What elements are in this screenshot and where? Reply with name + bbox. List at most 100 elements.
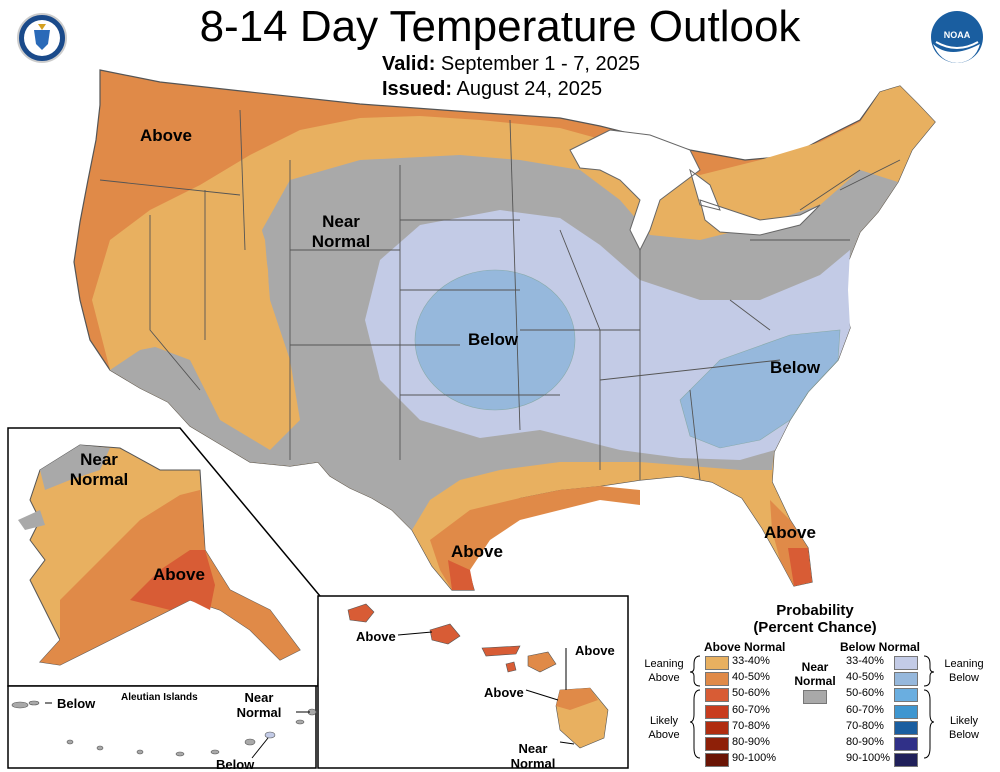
state-boundaries (99, 109, 901, 481)
valid-line: Valid: September 1 - 7, 2025 (382, 53, 640, 76)
hawaii-oahu (429, 623, 461, 645)
valid-value: September 1 - 7, 2025 (440, 53, 640, 75)
label-below-central: Below (468, 330, 519, 349)
page-title: 8-14 Day Temperature Outlook (199, 2, 801, 51)
legend-below-label-6: 90-100% (846, 752, 891, 765)
above-word: Above (648, 672, 680, 684)
legend-below-swatch-6 (894, 753, 918, 768)
below-word: Below (949, 672, 979, 684)
likely-word: Likely (949, 715, 979, 727)
alaska-near-normal (18, 445, 110, 530)
label-near-normal-alaska: Near Normal (64, 450, 134, 490)
legend-near-normal-label: Near Normal (788, 660, 842, 688)
label-below-aleutian-east: Below (216, 757, 255, 772)
legend-below-label-2: 50-60% (846, 687, 884, 700)
legend-above-swatch-5 (705, 737, 729, 751)
legend-above-label-3: 60-70% (732, 703, 770, 716)
conus-map (73, 69, 936, 591)
issued-value: August 24, 2025 (456, 78, 603, 100)
legend-below-label-1: 40-50% (846, 671, 884, 684)
legend-title-line2: (Percent Chance) (753, 619, 877, 636)
normal-word: Normal (69, 470, 129, 489)
legend-below-swatch-1 (894, 672, 918, 687)
noaa-logo-text: NOAA (943, 30, 971, 40)
legend-above-label-5: 80-90% (732, 736, 770, 748)
normal-word: Normal (510, 756, 556, 771)
legend-above-swatch-3 (705, 704, 729, 719)
legend-above-swatch-1 (705, 672, 729, 687)
legend-below-label-0: 33-40% (846, 655, 884, 667)
hawaii-kauai (347, 603, 375, 623)
conus-below-southeast (679, 329, 841, 449)
alaska-inset (7, 427, 321, 769)
label-below-southeast: Below (770, 358, 821, 377)
legend-below-brackets (923, 655, 935, 759)
legend-above-brackets (689, 655, 701, 759)
hawaii-lanai (505, 661, 517, 673)
legend-below-swatch-3 (894, 704, 918, 719)
leaning-word: Leaning (944, 658, 984, 670)
great-lakes (569, 129, 821, 252)
likely-word: Likely (649, 715, 679, 727)
leaning-word: Leaning (644, 658, 684, 670)
conus-below-central (414, 269, 576, 411)
label-below-aleutian-west: Below (57, 696, 96, 711)
legend-likely-below: Likely Below (940, 714, 988, 742)
legend-leaning-above: Leaning Above (640, 657, 688, 685)
legend-below-header: Below Normal (840, 640, 921, 654)
legend-below-swatch-2 (894, 688, 918, 703)
legend-below-swatch-4 (894, 720, 918, 735)
alaska-above-strong (130, 550, 215, 610)
legend-below-label-3: 60-70% (846, 703, 884, 716)
label-aleutian-islands: Aleutian Islands (121, 692, 198, 703)
normal-word: Normal (311, 232, 371, 251)
legend-above-swatch-2 (705, 688, 729, 703)
label-above-texas: Above (451, 542, 503, 561)
near-word: Near (80, 450, 118, 469)
legend-above-label-6: 90-100% (732, 752, 777, 765)
department-of-commerce-seal (17, 13, 67, 63)
conus-above-florida-south (788, 548, 812, 586)
issued-label: Issued: (382, 78, 453, 100)
near-word: Near (518, 741, 548, 756)
label-near-normal-conus: Near Normal (306, 212, 376, 252)
hawaii-inset (317, 595, 629, 769)
legend-near-normal-swatch (803, 690, 827, 704)
valid-label: Valid: (382, 53, 436, 75)
legend-above-label-4: 70-80% (732, 719, 770, 732)
legend-title-line1: Probability (776, 602, 854, 619)
label-near-normal-hawaii: Near Normal (508, 741, 558, 771)
label-above-northwest: Above (140, 126, 192, 145)
legend-title: Probability (Percent Chance) (740, 602, 890, 636)
label-above-alaska: Above (153, 565, 205, 584)
issued-line: Issued: August 24, 2025 (382, 78, 602, 101)
legend-below-label-5: 80-90% (846, 736, 884, 748)
legend-below-swatch-0 (894, 656, 918, 670)
label-above-hawaii-east: Above (575, 643, 615, 658)
conus-above-gulf (430, 486, 640, 590)
label-above-hawaii-central: Above (484, 685, 524, 700)
conus-above-texas-coast (448, 560, 474, 590)
legend-above-label-1: 40-50% (732, 671, 770, 684)
hawaii-maui (527, 651, 557, 673)
near-word: Near (801, 660, 829, 674)
label-above-hawaii-west: Above (356, 629, 396, 644)
normal-word: Normal (236, 705, 282, 720)
hawaii-leaders (397, 631, 575, 745)
noaa-logo (931, 11, 983, 63)
label-near-normal-aleutian: Near Normal (229, 690, 289, 720)
label-above-florida: Above (764, 523, 816, 542)
near-word: Near (244, 690, 274, 705)
aleutian-chain (11, 700, 317, 757)
above-word: Above (648, 729, 680, 741)
legend-above-label-0: 33-40% (732, 655, 770, 667)
legend-leaning-below: Leaning Below (940, 657, 988, 685)
near-word: Near (322, 212, 360, 231)
legend-above-label-2: 50-60% (732, 687, 770, 700)
hawaii-molokai (481, 645, 521, 657)
legend-above-header: Above Normal (704, 640, 786, 654)
legend-above-swatch-6 (705, 753, 729, 768)
normal-word: Normal (794, 674, 836, 688)
below-word: Below (949, 729, 979, 741)
